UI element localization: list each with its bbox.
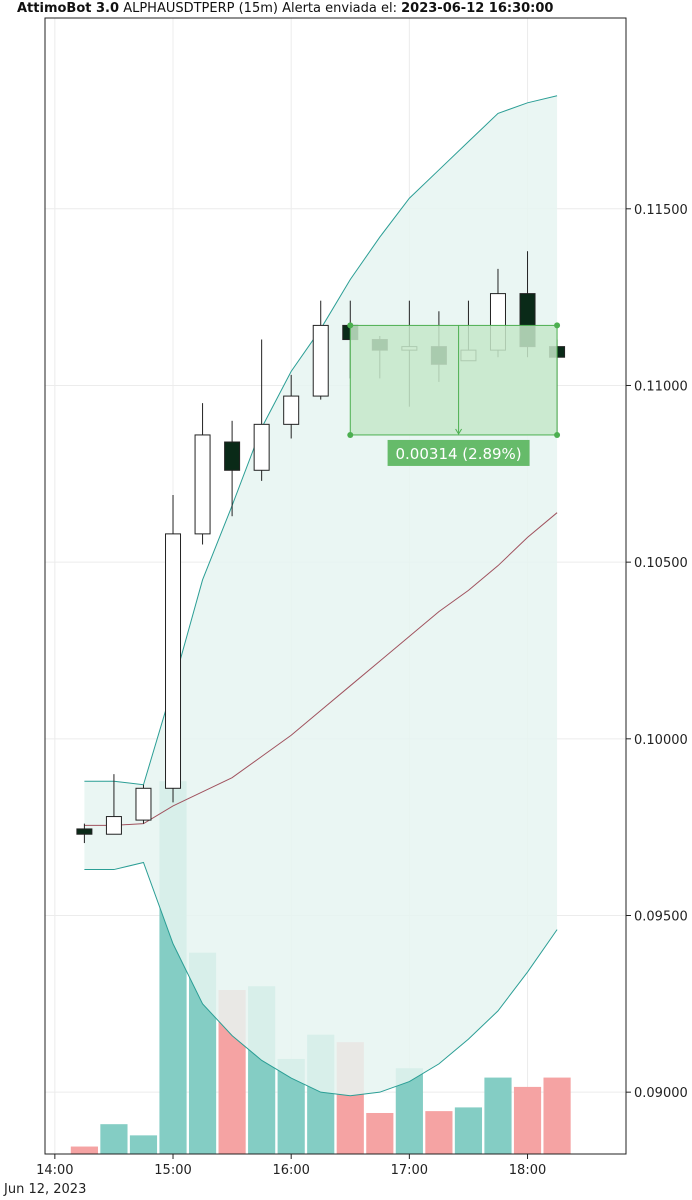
plot-frame <box>44 17 627 1155</box>
x-axis: 14:00 15:00 16:00 17:00 18:00 Jun 12, 2023 <box>3 1154 546 1197</box>
y-tick-label: 0.09000 <box>634 1086 688 1101</box>
volume-bar <box>366 1112 394 1154</box>
volume-bar <box>484 1077 512 1154</box>
measure-handle <box>554 431 561 438</box>
x-tick-label: 18:00 <box>509 1163 546 1178</box>
y-tick-label: 0.10500 <box>634 556 688 571</box>
measure-tool: 0.00314 (2.89%) <box>347 322 561 466</box>
candle-body <box>283 395 300 425</box>
x-tick-label: 14:00 <box>36 1163 73 1178</box>
y-tick-label: 0.10000 <box>634 733 688 748</box>
volume-bar <box>425 1111 453 1154</box>
volume-bar <box>129 1135 158 1154</box>
volume-bar <box>543 1077 571 1154</box>
chart-title: AttimoBot 3.0 ALPHAUSDTPERP (15m) Alerta… <box>17 1 553 16</box>
volume-bar <box>70 1146 98 1154</box>
bollinger-bands <box>84 95 558 1097</box>
bollinger-lower-line <box>84 861 558 1097</box>
measure-label: 0.00314 (2.89%) <box>396 445 522 463</box>
volume-bars <box>70 781 571 1154</box>
bollinger-fill <box>84 95 558 1096</box>
symbol-line: ALPHAUSDTPERP (15m) Alerta enviada el: <box>123 1 397 16</box>
y-tick-label: 0.09500 <box>634 909 688 924</box>
x-date-label: Jun 12, 2023 <box>3 1182 86 1197</box>
alert-timestamp: 2023-06-12 16:30:00 <box>401 1 554 16</box>
measure-arrow-head <box>455 428 463 435</box>
measure-handle <box>347 322 354 329</box>
candle-body <box>312 324 329 397</box>
volume-bar <box>513 1086 542 1154</box>
measure-box <box>349 324 558 436</box>
volume-bar <box>100 1124 128 1154</box>
candle-body <box>105 816 122 835</box>
y-axis: 0.09000 0.09500 0.10000 0.10500 0.11000 0.115… <box>626 203 688 1101</box>
measure-handle <box>347 431 354 438</box>
measure-handle <box>554 322 561 329</box>
x-tick-label: 16:00 <box>272 1163 309 1178</box>
candle-body <box>76 828 93 835</box>
x-tick-label: 15:00 <box>154 1163 191 1178</box>
candle-body <box>165 533 182 789</box>
y-tick-label: 0.11000 <box>634 379 688 394</box>
candle-body <box>253 423 270 471</box>
bollinger-middle-line <box>84 512 558 826</box>
x-tick-label: 17:00 <box>391 1163 428 1178</box>
candle-body <box>224 441 241 471</box>
candle-body <box>135 787 152 821</box>
bot-name: AttimoBot 3.0 <box>17 1 120 16</box>
measure-label-box <box>387 439 530 466</box>
volume-bar <box>454 1107 483 1154</box>
y-tick-label: 0.11500 <box>634 203 688 218</box>
candle-body <box>194 434 211 535</box>
